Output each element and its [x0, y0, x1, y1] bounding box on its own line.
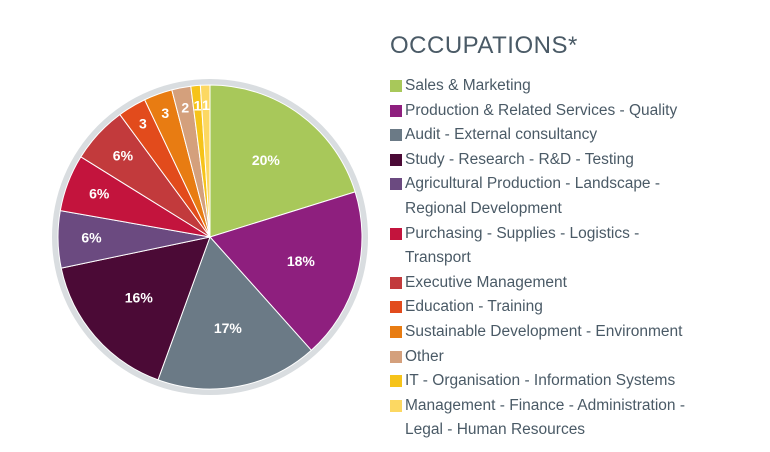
legend-swatch	[390, 129, 402, 142]
slice-label: 1	[194, 98, 202, 114]
legend-item: Other	[390, 345, 720, 370]
legend-item: Agricultural Production - Landscape - Re…	[390, 172, 720, 221]
slice-label: 3	[161, 105, 169, 121]
pie-slice	[199, 84, 211, 238]
legend-swatch	[390, 325, 402, 338]
slice-label: 16%	[125, 289, 154, 305]
legend-label: Executive Management	[405, 273, 567, 291]
legend-swatch	[390, 276, 402, 289]
legend-item: Purchasing - Supplies - Logistics - Tran…	[390, 222, 720, 271]
legend-label: Other	[405, 347, 444, 365]
legend-label: Education - Training	[405, 298, 543, 316]
legend-item: Management - Finance - Administration - …	[390, 394, 720, 443]
legend-item: Education - Training	[390, 295, 720, 320]
legend-swatch	[390, 399, 402, 412]
chart-title: OCCUPATIONS*	[390, 32, 578, 59]
legend-swatch	[390, 375, 402, 388]
chart: 20%18%17%16%6%6%6%33 2 1 1	[52, 79, 368, 395]
pie-slice	[209, 84, 356, 238]
legend-swatch	[390, 227, 402, 240]
legend-label: IT - Organisation - Information Systems	[405, 372, 676, 390]
legend: Sales & Marketing Production & Related Se…	[390, 74, 720, 443]
legend-label: Purchasing - Supplies - Logistics - Tran…	[405, 224, 640, 267]
legend-item: Sales & Marketing	[390, 74, 720, 99]
slice-label: 18%	[287, 253, 316, 269]
legend-swatch	[390, 104, 402, 117]
pie-slice	[209, 191, 363, 351]
legend-item: Sustainable Development - Environment	[390, 320, 720, 345]
legend-label: Production & Related Services - Quality	[405, 101, 678, 119]
legend-label: Sustainable Development - Environment	[405, 322, 683, 340]
slice-label: 6%	[113, 147, 134, 163]
legend-label: Audit - External consultancy	[405, 126, 598, 144]
slice-label: 2	[181, 99, 189, 115]
slice-label: 6%	[89, 185, 110, 201]
legend-swatch	[390, 153, 402, 166]
legend-label: Study - Research - R&D - Testing	[405, 150, 634, 168]
legend-item: Production & Related Services - Quality	[390, 99, 720, 124]
slice-label: 6%	[81, 230, 102, 246]
slice-label: 17%	[214, 320, 243, 336]
legend-item: Study - Research - R&D - Testing	[390, 148, 720, 173]
legend-swatch	[390, 350, 402, 363]
legend-label: Sales & Marketing	[405, 77, 531, 94]
slice-label: 20%	[252, 152, 281, 168]
legend-swatch	[390, 178, 402, 191]
slice-label: 1	[202, 97, 210, 113]
legend-label: Agricultural Production - Landscape - Re…	[405, 175, 661, 217]
legend-label: Management - Finance - Administration - …	[405, 396, 685, 439]
pie-slice	[60, 236, 211, 381]
slice-label: 3	[139, 116, 147, 132]
legend-swatch	[390, 80, 402, 92]
legend-swatch	[390, 301, 402, 314]
legend-item: IT - Organisation - Information Systems	[390, 369, 720, 394]
legend-item: Audit - External consultancy	[390, 123, 720, 148]
legend-item: Executive Management	[390, 271, 720, 296]
